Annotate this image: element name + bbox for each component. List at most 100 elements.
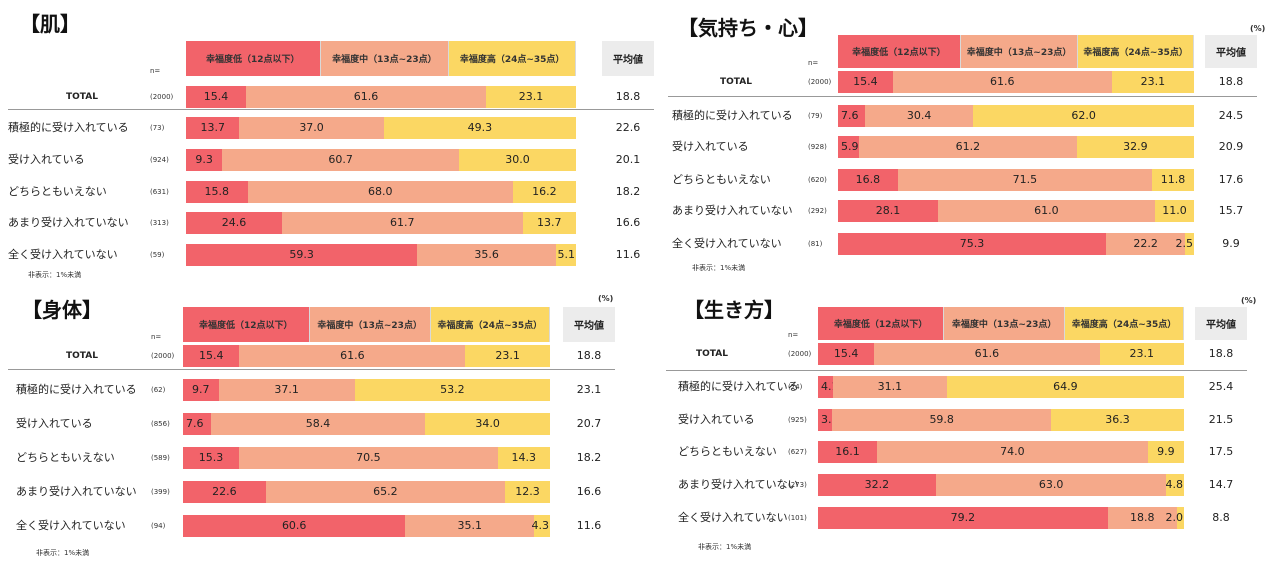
bar-segment-high: 9.9: [1147, 441, 1184, 463]
row-average: 18.2: [615, 185, 641, 198]
legend-item-high: 幸福度高（24点~35点）: [1078, 35, 1194, 68]
row-average: 25.4: [1208, 380, 1234, 393]
bar-segment-mid: 61.0: [937, 200, 1155, 222]
row-average: 20.1: [615, 153, 641, 166]
total-row: TOTAL (2000) 15.4 61.6 23.1 18.8: [668, 71, 1257, 93]
row-n: (627): [788, 448, 807, 456]
row-n: (2000): [150, 93, 174, 101]
total-divider: [8, 369, 615, 370]
bar-segment-high: 23.1: [465, 345, 550, 367]
segment-label: 9.7: [192, 383, 210, 396]
category-row: 積極的に受け入れている (62) 9.7 37.1 53.2 23.1: [8, 379, 615, 401]
category-row: あまり受け入れていない (399) 22.6 65.2 12.3 16.6: [8, 481, 615, 503]
category-row: 積極的に受け入れている (74) 4.1 31.1 64.9 25.4: [666, 376, 1247, 398]
row-n: (620): [808, 176, 827, 184]
segment-label: 61.6: [974, 347, 1000, 360]
bar-segment-mid: 37.1: [218, 379, 355, 401]
row-label: あまり受け入れていない: [16, 485, 137, 498]
row-average: 22.6: [615, 121, 641, 134]
row-average: 16.6: [576, 485, 602, 498]
row-n: (59): [150, 251, 165, 259]
bar-segment-low: 9.7: [183, 379, 219, 401]
bar-segment-mid: 30.4: [865, 105, 974, 127]
footnote: 非表示：1%未満: [692, 264, 746, 272]
category-row: どちらともいえない (627) 16.1 74.0 9.9 17.5: [666, 441, 1247, 463]
segment-label: 7.6: [841, 109, 859, 122]
category-row: 全く受け入れていない (59) 59.3 35.6 5.1 11.6: [8, 244, 654, 266]
stacked-bar: 79.2 18.8 2.0: [818, 507, 1184, 529]
bar-segment-mid: 61.2: [859, 136, 1077, 158]
total-row: TOTAL (2000) 15.4 61.6 23.1 18.8: [8, 86, 654, 108]
row-n: (81): [808, 240, 823, 248]
row-label: あまり受け入れていない: [678, 478, 799, 491]
chart-title: 【身体】: [22, 298, 102, 322]
category-row: あまり受け入れていない (292) 28.1 61.0 11.0 15.7: [668, 200, 1257, 222]
segment-label: 61.0: [1034, 204, 1059, 217]
bar-segment-low: 15.4: [838, 71, 893, 93]
footnote: 非表示：1%未満: [698, 543, 752, 551]
chart-panel: 【気持ち・心】 (%) 幸福度低（12点以下） 幸福度中（13点~23点） 幸福度高（2…: [668, 8, 1280, 283]
bar-segment-low: 7.6: [183, 413, 211, 435]
row-n: (589): [151, 454, 170, 462]
category-row: 全く受け入れていない (94) 60.6 35.1 4.3 11.6: [8, 515, 615, 537]
row-average: 20.7: [576, 417, 602, 430]
segment-label: 35.6: [474, 248, 499, 261]
segment-label: 61.6: [353, 90, 379, 103]
segment-label: 11.8: [1160, 173, 1186, 186]
total-divider: [666, 370, 1247, 371]
row-n: (79): [808, 112, 823, 120]
bar-segment-high: 36.3: [1051, 409, 1184, 431]
row-n: (101): [788, 514, 807, 522]
row-average: 16.6: [615, 216, 641, 229]
segment-label: 15.4: [833, 347, 859, 360]
segment-label: 59.3: [289, 248, 314, 261]
bar-segment-mid: 61.6: [245, 86, 486, 108]
bar-segment-high: 14.3: [497, 447, 551, 469]
bar-segment-high: 34.0: [425, 413, 550, 435]
bar-segment-mid: 59.8: [832, 409, 1052, 431]
row-n: (313): [150, 219, 169, 227]
bar-segment-high: 23.1: [486, 86, 576, 108]
row-label: あまり受け入れていない: [8, 216, 129, 229]
legend-item-mid: 幸福度中（13点~23点）: [320, 41, 450, 76]
row-n: (292): [808, 207, 827, 215]
row-average: 18.8: [1208, 347, 1234, 360]
stacked-bar: 4.1 31.1 64.9: [818, 376, 1184, 398]
bar-segment-high: 53.2: [354, 379, 550, 401]
row-average: 24.5: [1218, 109, 1244, 122]
bar-segment-low: 13.7: [186, 117, 240, 139]
unit-label: (%): [598, 294, 614, 303]
bar-segment-low: 75.3: [838, 233, 1107, 255]
bar-segment-low: 15.4: [183, 345, 240, 367]
stacked-bar: 7.6 30.4 62.0: [838, 105, 1194, 127]
row-average: 9.9: [1222, 237, 1240, 250]
bar-segment-mid: 22.2: [1106, 233, 1186, 255]
segment-label: 12.3: [515, 485, 540, 498]
bar-segment-mid: 60.7: [222, 149, 459, 171]
segment-label: 15.4: [203, 90, 229, 103]
row-n: (62): [151, 386, 166, 394]
row-average: 18.8: [615, 90, 641, 103]
bar-segment-low: 16.8: [838, 169, 898, 191]
bar-segment-low: 9.3: [186, 149, 223, 171]
segment-label: 5.1: [557, 248, 575, 261]
category-row: あまり受け入れていない (273) 32.2 63.0 4.8 14.7: [666, 474, 1247, 496]
row-n: (2000): [808, 78, 832, 86]
segment-label: 37.0: [299, 121, 324, 134]
row-average: 18.2: [576, 451, 602, 464]
legend-item-low: 幸福度低（12点以下）: [818, 307, 945, 340]
row-label: どちらともいえない: [8, 185, 107, 198]
segment-label: 4.3: [531, 519, 549, 532]
legend-item-mid: 幸福度中（13点~23点）: [960, 35, 1079, 68]
row-average: 18.8: [1218, 75, 1244, 88]
bar-segment-mid: 63.0: [935, 474, 1167, 496]
row-label: 全く受け入れていない: [16, 519, 126, 532]
row-label: 受け入れている: [8, 153, 85, 166]
total-row: TOTAL (2000) 15.4 61.6 23.1 18.8: [666, 343, 1247, 365]
segment-label: 30.0: [505, 153, 530, 166]
stacked-bar: 15.4 61.6 23.1: [838, 71, 1194, 93]
bar-segment-mid: 71.5: [897, 169, 1153, 191]
row-label: TOTAL: [696, 349, 728, 359]
segment-label: 61.6: [340, 349, 365, 362]
segment-label: 22.2: [1133, 237, 1158, 250]
